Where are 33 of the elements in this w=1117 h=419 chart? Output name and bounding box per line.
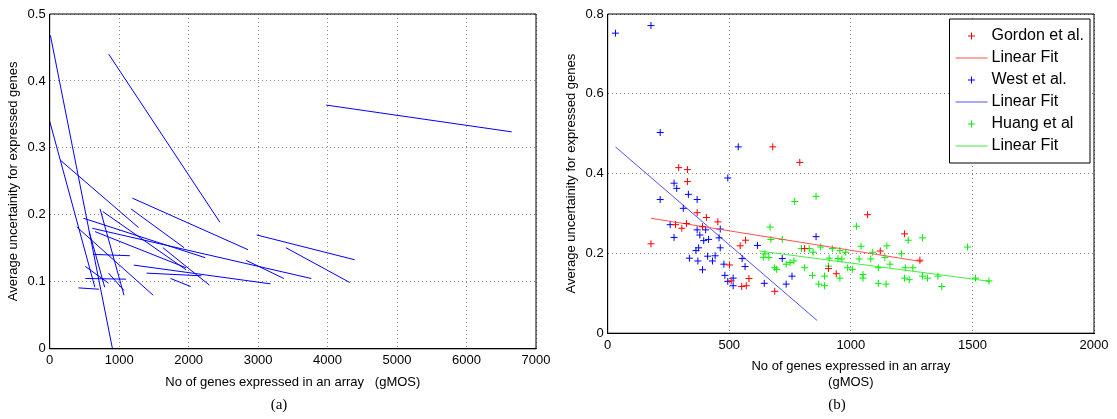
legend-label: Linear Fit — [991, 48, 1059, 66]
x-tick-label: 4000 — [313, 352, 343, 368]
y-axis-title: Average uncertainity for expressed genes — [5, 61, 21, 302]
legend-label: West et al. — [991, 70, 1067, 88]
y-axis-title: Average uncertainity for expressed genes — [563, 53, 579, 294]
y-tick-label: 0.5 — [27, 5, 46, 21]
x-tick-label: 6000 — [452, 352, 481, 368]
y-tick-label: 0.2 — [585, 244, 604, 260]
x-axis-title: No of genes expressed in an array (gMOS) — [751, 358, 951, 389]
y-tick-label: 0.6 — [585, 85, 604, 101]
text: (b) — [827, 395, 847, 414]
x-axis-title: No of genes expressed in an array (gMOS) — [165, 373, 421, 389]
legend-label: Huang et al — [991, 114, 1074, 132]
legend-label: Linear Fit — [991, 92, 1059, 110]
y-tick-label: 0.4 — [27, 72, 46, 88]
y-tick-label: 0 — [596, 324, 604, 340]
y-tick-label: 0.2 — [27, 206, 46, 222]
legend-label: Linear Fit — [991, 136, 1059, 154]
x-tick-label: 5000 — [382, 352, 412, 368]
x-tick-label: 2000 — [174, 352, 204, 368]
text: (a) — [269, 395, 289, 414]
x-tick-label: 1500 — [957, 336, 987, 352]
y-tick-label: 0.3 — [27, 139, 46, 155]
y-tick-label: 0.1 — [27, 273, 46, 289]
y-tick-label: 0.8 — [585, 5, 604, 21]
x-tick-label: 2000 — [1079, 336, 1109, 352]
legend-label: Gordon et al. — [991, 26, 1084, 44]
x-tick-label: 7000 — [521, 352, 551, 368]
x-tick-label: 3000 — [243, 352, 273, 368]
x-tick-label: 1000 — [104, 352, 134, 368]
x-tick-label: 1000 — [836, 336, 866, 352]
x-tick-label: 500 — [718, 336, 741, 352]
y-tick-label: 0.4 — [585, 165, 604, 181]
